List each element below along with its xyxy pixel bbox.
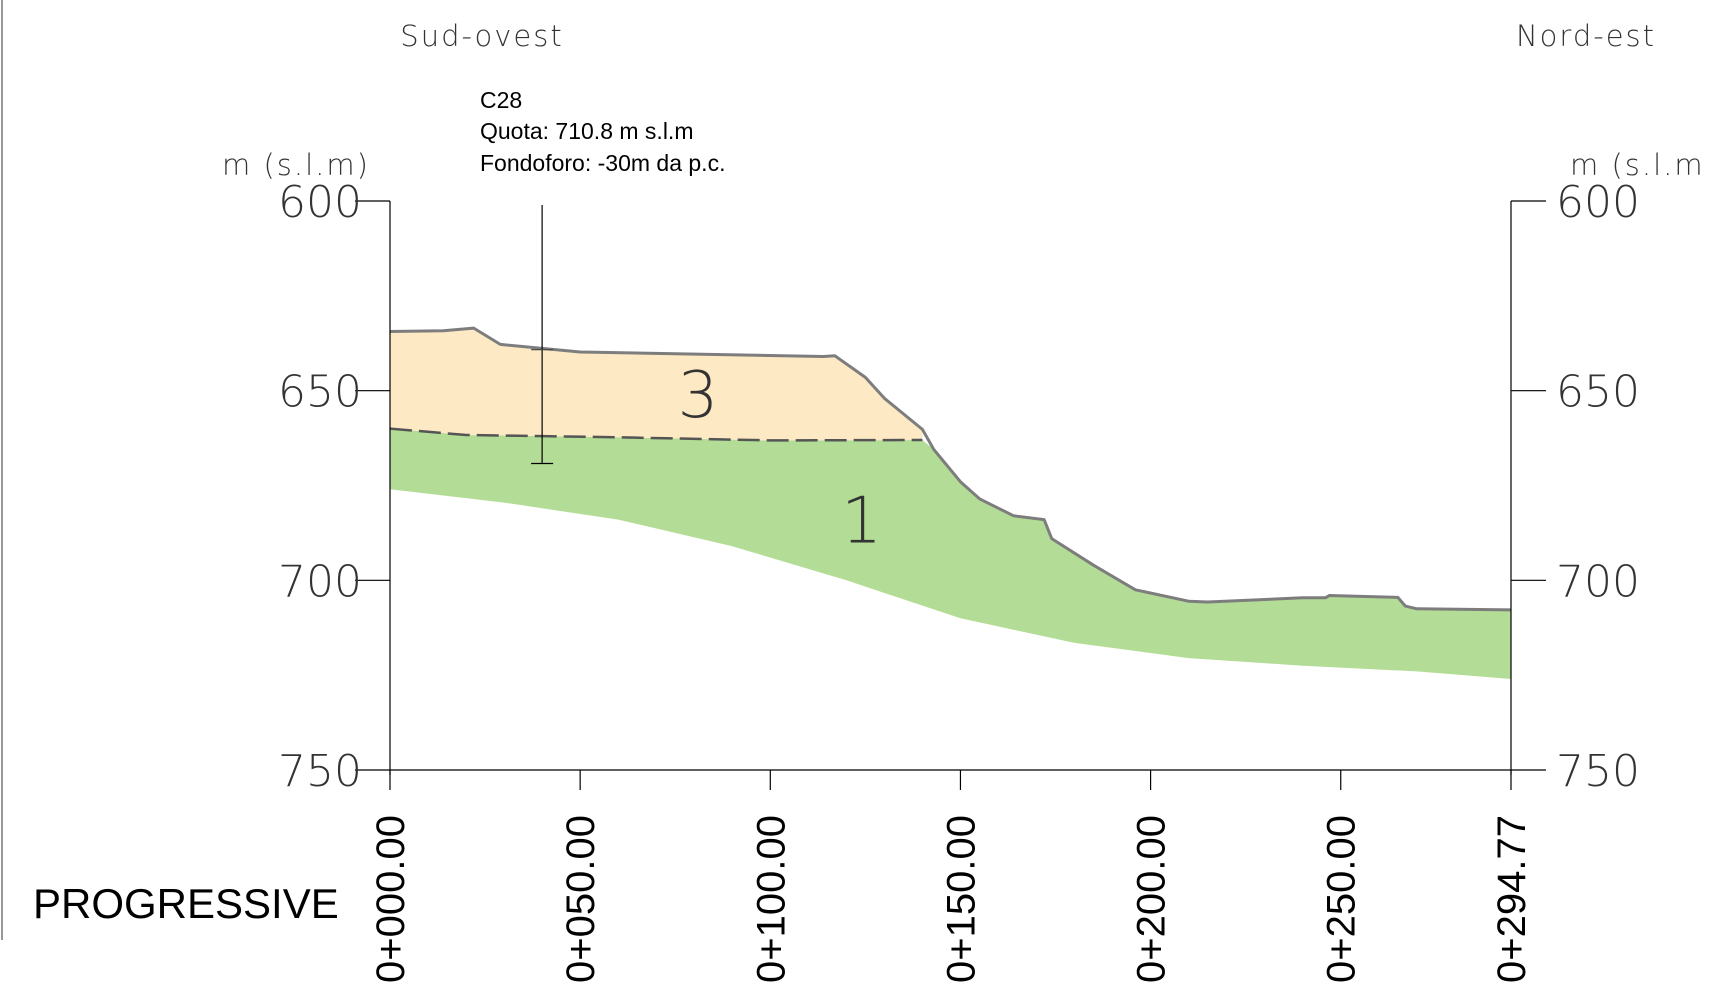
progressive-label: PROGRESSIVE — [33, 880, 339, 927]
unit-contact-line — [389, 427, 923, 442]
unit-3-label: 3 — [678, 359, 719, 433]
x-tick-label-4: 0+200.00 — [1130, 815, 1174, 983]
y-tick-label-left-750: 600 — [278, 177, 362, 228]
x-tick-label-1: 0+050.00 — [559, 815, 603, 983]
progressive-ticks: 0+000.00 0+050.00 0+100.00 0+150.00 0+200.00… — [369, 770, 1534, 983]
unit-label-right: m (s.l.m — [1570, 148, 1705, 182]
ground-surface-line — [389, 326, 1512, 612]
y-tick-label-right-700: 650 — [1556, 367, 1640, 418]
unit-label-left: m (s.l.m) — [222, 148, 370, 182]
x-tick-label-3: 0+150.00 — [939, 815, 983, 983]
y-tick-label-right-750: 600 — [1556, 177, 1640, 228]
chart-layers: 31 — [389, 205, 1512, 679]
unit-3-area — [390, 328, 923, 441]
x-tick-label-2: 0+100.00 — [749, 815, 793, 983]
y-tick-label-right-650: 700 — [1556, 556, 1640, 607]
x-tick-label-0: 0+000.00 — [369, 815, 413, 983]
borehole-quota: Quota: 710.8 m s.l.m — [480, 118, 693, 144]
y-tick-label-left-650: 700 — [278, 556, 362, 607]
x-tick-label-5: 0+250.00 — [1320, 815, 1364, 983]
direction-left-label: Sud-ovest — [400, 19, 563, 53]
direction-right-label: Nord-est — [1516, 19, 1656, 53]
unit-1-label: 1 — [841, 484, 882, 558]
elevation-ticks: 750 750 700 700 650 650 600 600 — [278, 177, 1640, 797]
y-tick-label-left-700: 650 — [278, 367, 362, 418]
borehole-id: C28 — [480, 87, 522, 113]
y-tick-label-right-600: 750 — [1556, 746, 1640, 797]
x-tick-label-6: 0+294.77 — [1490, 815, 1534, 983]
y-tick-label-left-600: 750 — [278, 746, 362, 797]
unit-1-area — [390, 428, 1511, 679]
borehole-fondoforo: Fondoforo: -30m da p.c. — [480, 150, 725, 176]
